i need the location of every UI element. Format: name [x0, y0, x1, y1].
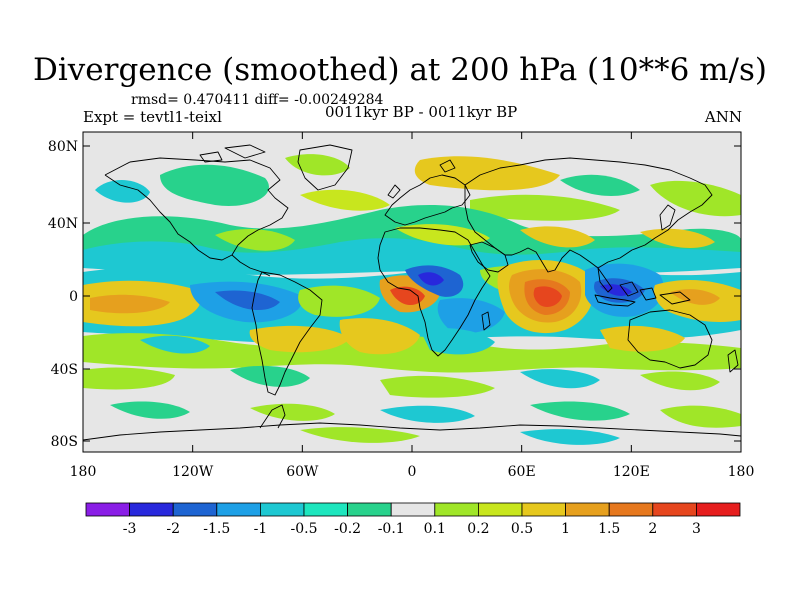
colorbar-swatch [434, 502, 479, 517]
plot-title: Divergence (smoothed) at 200 hPa (10**6 … [33, 52, 767, 88]
colorbar-swatch [608, 502, 654, 517]
colorbar-swatch [521, 502, 566, 517]
colorbar-label: 1.5 [598, 521, 620, 537]
lat-label: 80N [48, 139, 78, 155]
colorbar-swatch [696, 502, 741, 517]
colorbar-swatch [477, 502, 523, 517]
colorbar-swatch [129, 502, 174, 517]
map-area [83, 132, 741, 452]
colorbar-swatch [216, 502, 261, 517]
lon-label: 60E [508, 464, 536, 480]
colorbar-swatch [303, 502, 348, 517]
coastlines [83, 144, 741, 441]
lat-label: 0 [69, 289, 78, 305]
colorbar-label: 3 [692, 521, 701, 537]
colorbar-label: -2 [166, 521, 180, 537]
lon-label: 180 [70, 464, 97, 480]
colorbar-swatch [172, 502, 218, 517]
colorbar-label: 0.2 [467, 521, 489, 537]
colorbar-label: -3 [123, 521, 137, 537]
latitude-axis: 80N 40N 0 40S 80S [48, 139, 741, 450]
season-label: ANN [704, 108, 742, 126]
lat-label: 80S [51, 434, 78, 450]
colorbar-swatch [652, 502, 697, 517]
colorbar-label: -1 [254, 521, 268, 537]
colorbar: -3 -2 -1.5 -1 -0.5 -0.2 -0.1 0.1 0.2 0.5 1 1.5 2 3 [85, 502, 741, 537]
colorbar-label: 0.5 [511, 521, 533, 537]
lon-label: 60W [286, 464, 319, 480]
lat-label: 40S [51, 362, 78, 378]
period-label: 0011kyr BP - 0011kyr BP [325, 103, 518, 121]
colorbar-label: 2 [648, 521, 657, 537]
lon-label: 120E [613, 464, 650, 480]
lon-label: 180 [728, 464, 755, 480]
longitude-axis: 180 120W 60W 0 60E 120E 180 [70, 132, 755, 480]
colorbar-swatch [347, 502, 392, 517]
colorbar-label: -0.2 [334, 521, 361, 537]
colorbar-label: 1 [561, 521, 570, 537]
colorbar-label: -0.5 [291, 521, 318, 537]
lon-label: 0 [408, 464, 417, 480]
colorbar-label: -1.5 [203, 521, 230, 537]
colorbar-swatch [565, 502, 610, 517]
colorbar-label: -0.1 [378, 521, 405, 537]
colorbar-label: 0.1 [424, 521, 446, 537]
divergence-contours [83, 154, 741, 445]
lat-label: 40N [48, 216, 78, 232]
rmsd-diff-stats: rmsd= 0.470411 diff= -0.00249284 [131, 92, 384, 108]
colorbar-swatch [85, 502, 130, 517]
lon-label: 120W [172, 464, 214, 480]
colorbar-swatch [390, 502, 436, 517]
experiment-label: Expt = tevtl1-teixl [83, 108, 222, 126]
colorbar-swatch [259, 502, 305, 517]
